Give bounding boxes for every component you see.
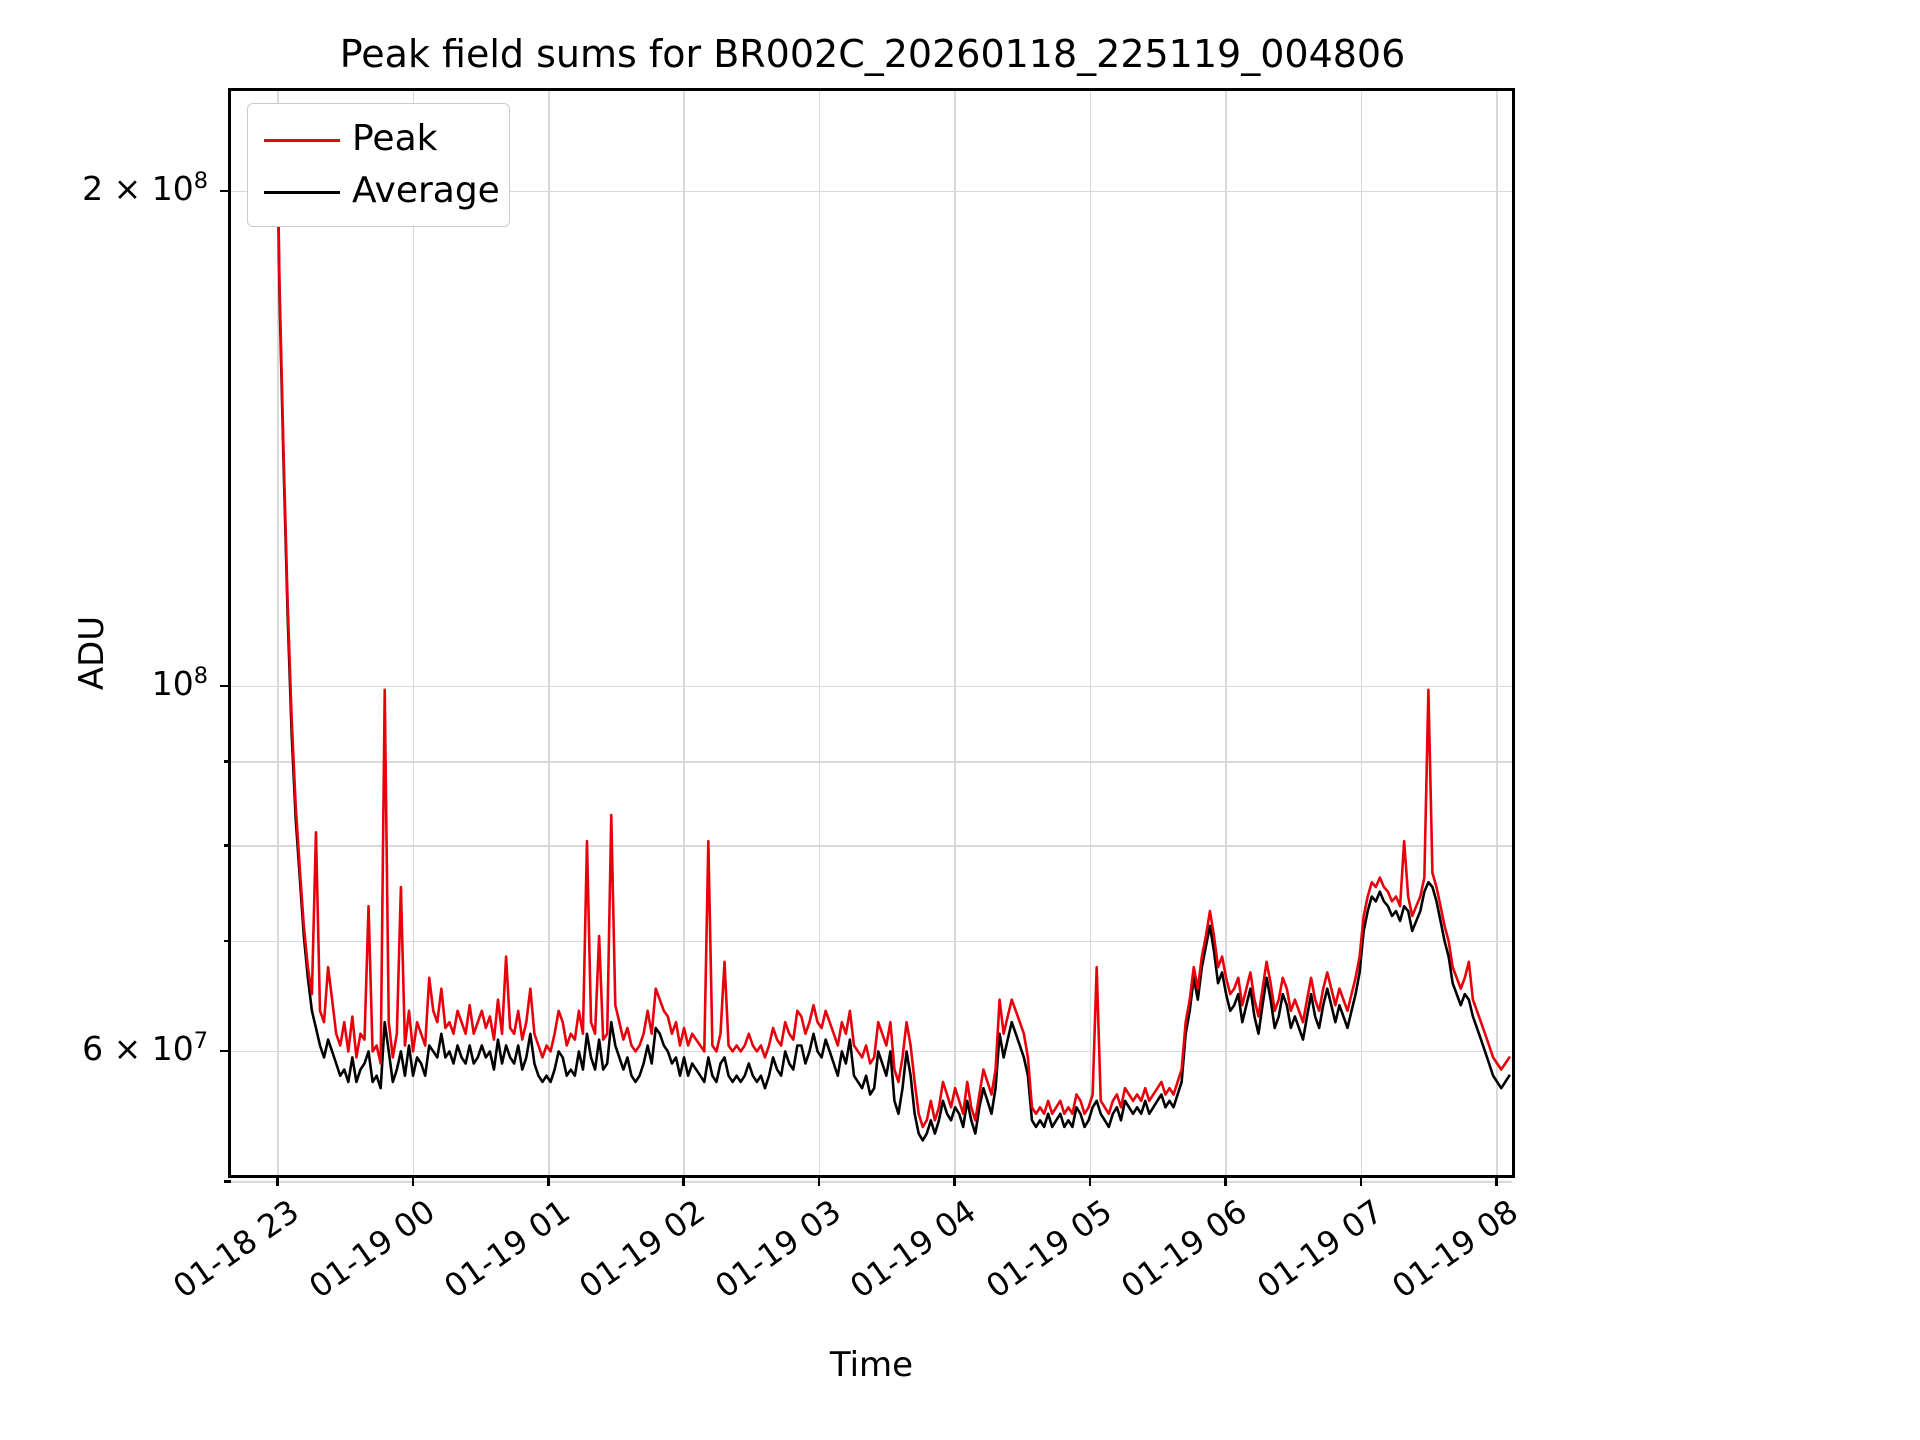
x-tick-label: 01-19 05 [979,1192,1119,1306]
gridline-vertical [1496,91,1498,1175]
y-tick-label: 108 [152,663,208,703]
gridline-vertical [548,91,550,1175]
y-tick-mark [220,189,231,193]
x-tick-mark [411,1175,415,1186]
x-tick-mark [1359,1175,1363,1186]
y-tick-exponent: 8 [193,167,208,194]
x-tick-mark [1088,1175,1092,1186]
legend-swatch-average [264,191,340,194]
x-tick-label: 01-18 23 [166,1192,306,1306]
x-tick-label: 01-19 08 [1385,1192,1526,1306]
x-tick-mark [682,1175,685,1186]
gridline-horizontal [231,1050,1512,1053]
gridline-horizontal [231,685,1512,688]
x-tick-label: 01-19 06 [1114,1192,1255,1306]
x-tick-label: 01-19 01 [437,1192,577,1306]
x-axis-label: Time [829,1345,914,1385]
legend-box: Peak Average [247,103,510,227]
series-plot [275,105,1511,1142]
gridline-vertical [1225,91,1227,1175]
x-tick-mark [817,1175,821,1186]
legend-label: Average [352,170,500,211]
gridline-vertical [412,91,415,1175]
gridline-vertical [277,91,279,1175]
x-tick-mark [276,1175,279,1186]
x-tick-mark [1495,1175,1498,1186]
gridline-horizontal [231,1181,1512,1183]
gridline-horizontal [231,845,1512,847]
y-tick-exponent: 7 [193,1027,208,1054]
y-tick-label: 6 × 107 [82,1028,208,1068]
x-tick-label: 01-19 03 [708,1192,848,1306]
y-axis-label: ADU [72,615,112,691]
gridline-vertical [1360,91,1363,1175]
gridline-horizontal [231,940,1512,943]
y-tick-mantissa: 10 [151,663,194,703]
x-tick-mark [953,1175,956,1186]
x-tick-label: 01-19 02 [572,1192,713,1306]
gridline-horizontal [231,190,1512,193]
y-tick-mantissa: 6 × 10 [82,1028,194,1068]
plot-area [220,88,1515,1186]
y-tick-mark [220,684,231,688]
x-tick-label: 01-19 04 [843,1192,984,1306]
x-tick-mark [547,1175,550,1186]
series-line-average [275,114,1511,1142]
y-tick-mantissa: 2 × 10 [82,168,194,208]
gridline-horizontal [231,761,1512,763]
legend-entry[interactable]: Average [248,166,509,218]
series-line-peak [275,105,1511,1129]
y-tick-mark [220,1049,231,1053]
chart-title: Peak field sums for BR002C_20260118_2251… [339,32,1406,76]
y-tick-label: 2 × 108 [82,168,208,208]
y-tick-mark-minor [224,760,231,763]
x-tick-mark [1224,1175,1227,1186]
gridline-vertical [954,91,956,1175]
y-tick-exponent: 8 [193,662,208,689]
legend-entry[interactable]: Peak [248,114,509,166]
gridline-vertical [818,91,821,1175]
legend-swatch-peak [264,139,340,142]
gridline-vertical [683,91,685,1175]
x-tick-label: 01-19 00 [301,1192,442,1306]
legend-label: Peak [352,118,438,159]
y-tick-mark-minor [224,1180,231,1183]
gridline-vertical [1089,91,1092,1175]
x-tick-label: 01-19 07 [1249,1192,1390,1306]
y-tick-mark-minor [224,939,231,943]
y-tick-mark-minor [224,844,231,847]
